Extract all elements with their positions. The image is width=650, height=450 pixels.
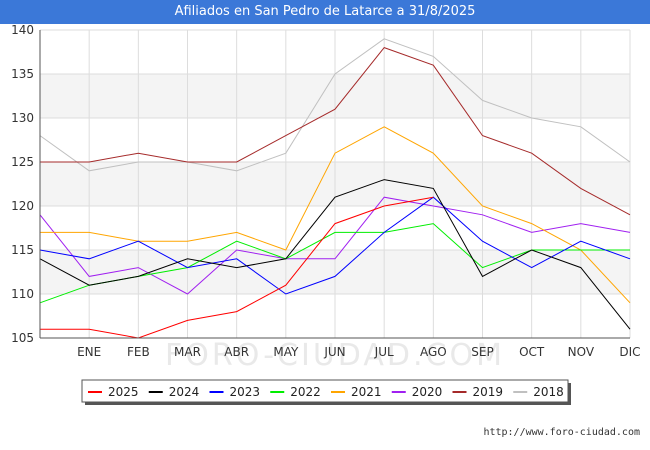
legend-box: [81, 379, 569, 403]
series-line-2023: [39, 196, 631, 295]
series-line-2018: [39, 38, 631, 172]
x-tick-label: AGO: [420, 345, 447, 359]
watermark-text: FORO-CIUDAD.COM: [165, 338, 505, 373]
legend-label-2018: 2018: [533, 385, 564, 399]
y-tick-label: 115: [11, 243, 34, 257]
series-line-2025: [40, 196, 434, 339]
x-tick-label: OCT: [519, 345, 545, 359]
x-tick-label: FEB: [127, 345, 150, 359]
y-tick-label: 120: [11, 199, 34, 213]
legend-label-2021: 2021: [351, 385, 382, 399]
series-line-2020: [39, 196, 631, 295]
x-tick-label: NOV: [568, 345, 595, 359]
x-tick-label: DIC: [619, 345, 640, 359]
x-tick-label: JUN: [323, 345, 345, 359]
axes: [39, 30, 630, 339]
series-line-2019: [40, 47, 631, 216]
y-tick-label: 135: [11, 67, 34, 81]
legend-label-2024: 2024: [169, 385, 200, 399]
x-tick-label: ABR: [224, 345, 249, 359]
tick-labels: 105 110 115 120 125 130 135 140 ENE FEB MAR ABR MAY J…: [11, 23, 640, 359]
legend-label-2019: 2019: [473, 385, 504, 399]
y-tick-label: 130: [11, 111, 34, 125]
legend-label-2023: 2023: [230, 385, 261, 399]
legend: 2025 2024 2023 2022 2021 2020 2019 2018: [81, 379, 571, 405]
x-tick-label: JUL: [374, 345, 394, 359]
y-tick-label: 110: [11, 287, 34, 301]
source-url[interactable]: http://www.foro-ciudad.com: [483, 427, 640, 438]
y-tick-label: 125: [11, 155, 34, 169]
x-tick-label: SEP: [471, 345, 493, 359]
legend-label-2020: 2020: [412, 385, 443, 399]
legend-label-2025: 2025: [108, 385, 139, 399]
chart-title: Afiliados en San Pedro de Latarce a 31/8…: [0, 0, 650, 24]
y-tick-label: 140: [11, 23, 34, 37]
x-tick-label: MAR: [174, 345, 201, 359]
series-line-2024: [39, 179, 631, 330]
series-lines: [39, 38, 631, 339]
legend-label-2022: 2022: [290, 385, 321, 399]
x-tick-label: ENE: [77, 345, 101, 359]
y-tick-label: 105: [11, 331, 34, 345]
x-tick-label: MAY: [273, 345, 299, 359]
